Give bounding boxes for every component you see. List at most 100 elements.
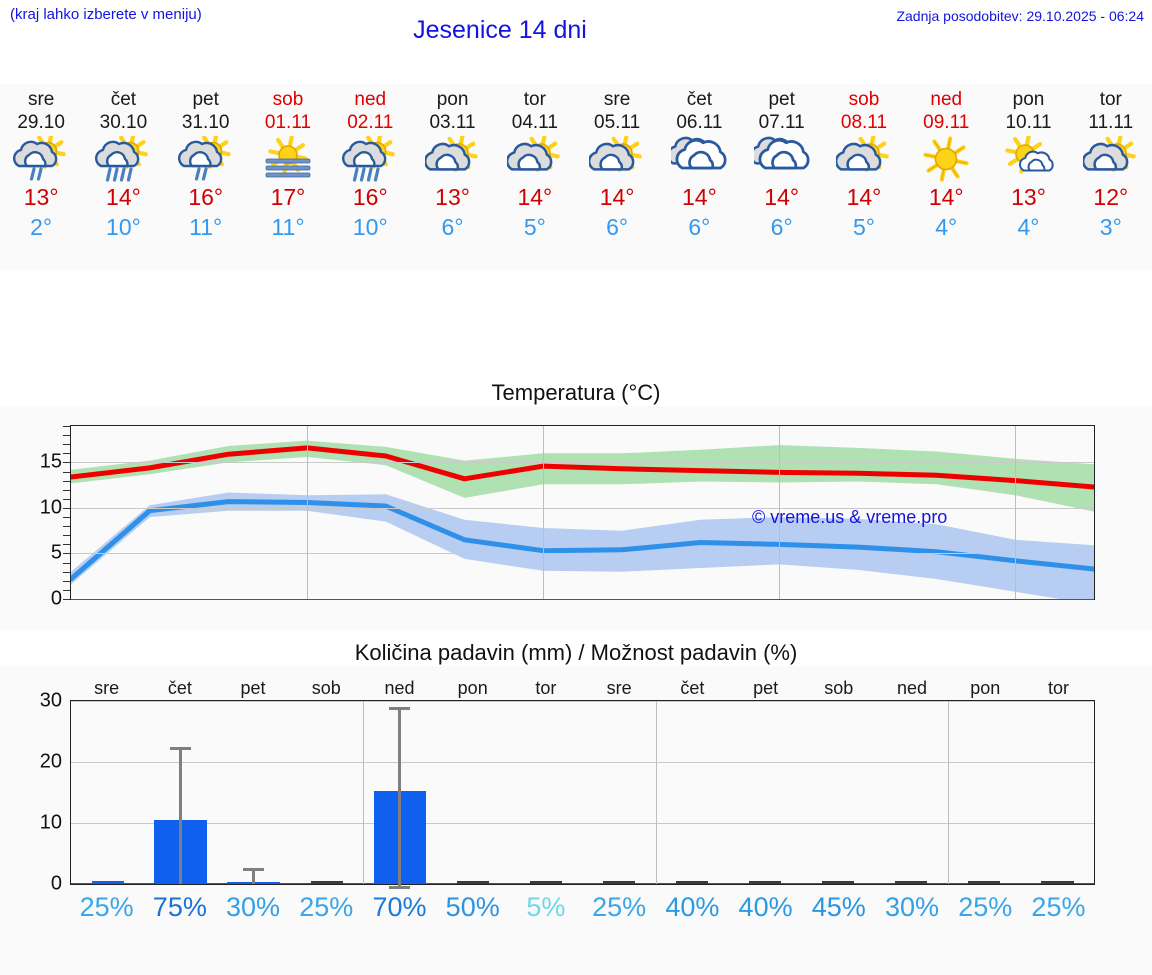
day-column[interactable]: ned 09.11 14° 4° bbox=[905, 84, 987, 270]
y-axis-tick bbox=[63, 480, 70, 482]
precipitation-chart-title: Količina padavin (mm) / Možnost padavin … bbox=[0, 640, 1152, 666]
y-axis-tick bbox=[63, 562, 70, 564]
day-name: sob bbox=[848, 89, 880, 110]
precipitation-zero-marker bbox=[676, 881, 709, 884]
precipitation-day-labels: sre čet pet sob ned pon tor sre čet pet sob ned pon t… bbox=[70, 678, 1095, 700]
watermark-text: © vreme.us & vreme.pro bbox=[752, 507, 948, 527]
error-bar-stem bbox=[179, 747, 183, 884]
day-min-temperature: 11° bbox=[189, 214, 223, 240]
day-column[interactable]: pon 10.11 13° 4° bbox=[987, 84, 1069, 270]
precipitation-day-label: čet bbox=[167, 678, 192, 698]
precipitation-day-label: pet bbox=[753, 678, 779, 698]
day-date: 29.10 bbox=[17, 112, 65, 133]
day-column[interactable]: ned 02.11 16° 10° bbox=[329, 84, 411, 270]
y-axis-tick bbox=[63, 517, 70, 519]
day-column[interactable]: čet 30.10 14° 10° bbox=[82, 84, 164, 270]
y-axis-tick bbox=[63, 453, 70, 455]
precipitation-probability: 40% bbox=[738, 892, 793, 922]
day-min-temperature: 2° bbox=[30, 214, 53, 240]
y-axis-tick bbox=[63, 526, 70, 528]
day-max-temperature: 13° bbox=[1011, 184, 1046, 210]
gridline-vertical bbox=[363, 701, 365, 884]
day-min-temperature: 5° bbox=[852, 214, 875, 240]
precipitation-probability: 25% bbox=[1031, 892, 1086, 922]
gridline-vertical bbox=[947, 701, 949, 884]
day-max-temperature: 14° bbox=[517, 184, 553, 210]
y-axis-tick bbox=[63, 571, 70, 573]
gridline-vertical bbox=[1015, 426, 1017, 599]
y-axis-tick bbox=[63, 599, 70, 600]
day-column[interactable]: pet 07.11 14° 6° bbox=[741, 84, 823, 270]
sun-small-cloud-icon bbox=[987, 136, 1069, 182]
precipitation-probability: 25% bbox=[592, 892, 647, 922]
sun-cloud-icon bbox=[1070, 136, 1152, 182]
sun-cloud-icon bbox=[823, 136, 905, 182]
day-name: pon bbox=[1012, 89, 1045, 110]
precipitation-day-label: sob bbox=[311, 678, 341, 698]
day-max-temperature: 17° bbox=[270, 184, 306, 210]
precipitation-zero-marker bbox=[310, 881, 343, 884]
y-axis-tick bbox=[63, 471, 70, 473]
precipitation-day-label: pon bbox=[457, 678, 488, 698]
precipitation-probability: 70% bbox=[372, 892, 427, 922]
y-axis-label: 20 bbox=[39, 750, 62, 773]
day-max-temperature: 16° bbox=[352, 184, 388, 210]
day-max-temperature: 14° bbox=[928, 184, 964, 210]
gridline bbox=[71, 599, 1094, 600]
temperature-chart: Temperatura (°C) 0 5 10 15 © vreme.us & vre… bbox=[0, 380, 1152, 630]
day-column[interactable]: tor 11.11 12° 3° bbox=[1070, 84, 1152, 270]
day-name: tor bbox=[1099, 89, 1122, 110]
day-date: 04.11 bbox=[511, 112, 558, 133]
day-column[interactable]: tor 04.11 14° 5° bbox=[494, 84, 576, 270]
gridline bbox=[71, 462, 1094, 464]
day-max-temperature: 14° bbox=[106, 184, 141, 210]
day-name: ned bbox=[354, 89, 387, 110]
precipitation-zero-marker bbox=[968, 881, 1001, 884]
sunny-icon bbox=[905, 136, 987, 182]
precipitation-probability: 50% bbox=[445, 892, 500, 922]
precipitation-probability: 25% bbox=[299, 892, 354, 922]
day-column[interactable]: sob 01.11 17° 11° bbox=[247, 84, 329, 270]
precipitation-probability: 5% bbox=[526, 892, 566, 922]
y-axis-label: 0 bbox=[50, 872, 62, 895]
day-column[interactable]: sre 29.10 13° 2° bbox=[0, 84, 82, 270]
day-column[interactable]: čet 06.11 14° 6° bbox=[658, 84, 740, 270]
day-column[interactable]: sob 08.11 14° 5° bbox=[823, 84, 905, 270]
temperature-chart-title: Temperatura (°C) bbox=[0, 380, 1152, 406]
sun-cloud-rain-heavy-icon bbox=[82, 136, 164, 182]
y-axis-tick bbox=[63, 507, 70, 509]
day-name: čet bbox=[686, 89, 713, 110]
y-axis-tick bbox=[63, 589, 70, 591]
y-axis-label: 5 bbox=[50, 541, 62, 564]
precipitation-day-label: sre bbox=[94, 678, 120, 698]
overcast-icon bbox=[741, 136, 823, 182]
precipitation-probability: 45% bbox=[811, 892, 866, 922]
day-column[interactable]: pon 03.11 13° 6° bbox=[411, 84, 493, 270]
day-column[interactable]: sre 05.11 14° 6° bbox=[576, 84, 658, 270]
precipitation-zero-marker bbox=[91, 881, 124, 884]
day-min-temperature: 10° bbox=[106, 214, 141, 240]
day-min-temperature: 6° bbox=[770, 214, 793, 240]
day-date: 30.10 bbox=[99, 112, 148, 133]
precipitation-day-label: pon bbox=[970, 678, 1001, 698]
error-bar-cap-top bbox=[243, 867, 265, 871]
precipitation-zero-marker bbox=[822, 881, 855, 884]
day-max-temperature: 14° bbox=[599, 184, 635, 210]
gridline-vertical bbox=[655, 701, 657, 884]
y-axis-label: 0 bbox=[50, 587, 62, 610]
precipitation-zero-marker bbox=[529, 881, 563, 884]
day-name: pet bbox=[768, 89, 795, 110]
day-date: 09.11 bbox=[923, 112, 970, 133]
precipitation-probability-row: 25% 75% 30% 25% 70% 50% 5% 25% 40% 40% 45% 30% 25% 25… bbox=[70, 892, 1095, 923]
day-min-temperature: 5° bbox=[523, 214, 546, 240]
gridline bbox=[71, 762, 1094, 763]
precipitation-probability: 30% bbox=[884, 892, 940, 922]
precipitation-plot-area bbox=[70, 700, 1095, 890]
y-axis-tick bbox=[63, 498, 70, 500]
day-column[interactable]: pet 31.10 16° 11° bbox=[165, 84, 247, 270]
gridline bbox=[71, 823, 1094, 824]
precipitation-day-label: pet bbox=[240, 678, 266, 698]
day-name: sob bbox=[272, 89, 304, 110]
day-max-temperature: 13° bbox=[23, 184, 59, 210]
sun-cloud-rain-heavy-icon bbox=[329, 136, 411, 182]
